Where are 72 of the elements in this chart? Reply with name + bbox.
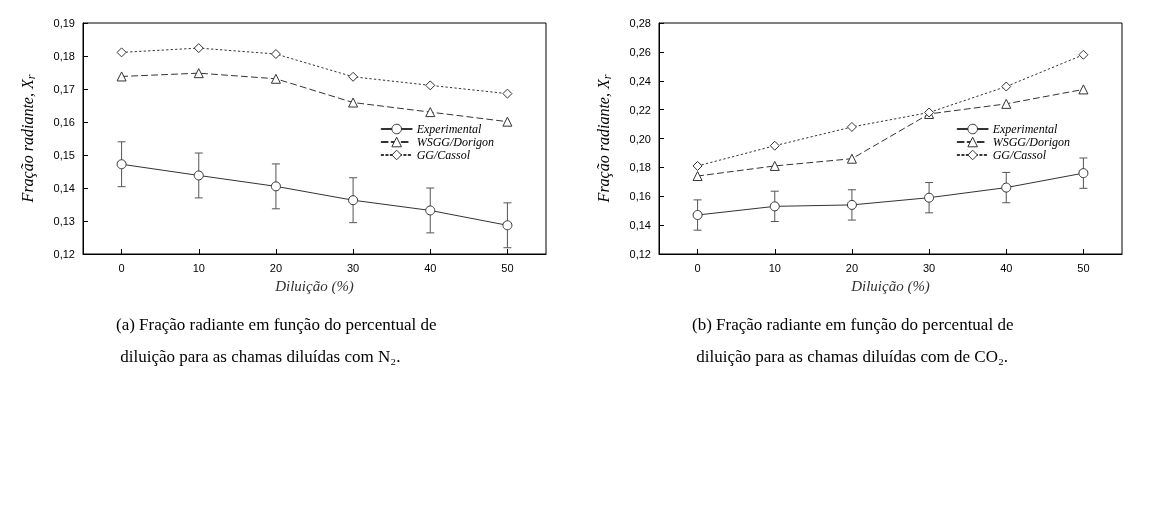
point: [1078, 168, 1089, 179]
text: (a) Fração radiante em função do percentual de diluição para as chamas diluídas com N₂.: [116, 314, 437, 366]
point: [348, 195, 359, 206]
y-tick-label: 0,12: [629, 248, 651, 260]
point: [425, 205, 436, 216]
point: [846, 153, 857, 164]
y-tick-label: 0,12: [53, 248, 75, 260]
point: [270, 181, 281, 192]
x-tick-label: 0: [694, 261, 701, 274]
y-axis-title: Fração radiante, Xr: [18, 74, 38, 204]
point: [348, 71, 359, 82]
point: [425, 80, 436, 91]
y-tick-label: 0,26: [629, 45, 651, 58]
point: [193, 68, 204, 79]
y-tick-label: 0,18: [53, 50, 75, 62]
y-tick-label: 0,13: [53, 215, 75, 227]
point: [116, 71, 127, 82]
point: [193, 170, 204, 181]
x-tick-label: 40: [424, 261, 437, 274]
point: [1078, 49, 1089, 60]
x-tick-label: 30: [346, 261, 360, 274]
legend-label: GG/Cassol: [992, 148, 1047, 162]
point: [846, 121, 857, 132]
x-tick-label: 50: [501, 261, 514, 274]
y-tick-label: 0,22: [629, 103, 651, 116]
y-tick-label: 0,28: [629, 17, 651, 29]
x-tick-label: 10: [192, 261, 205, 274]
y-tick-label: 0,18: [629, 161, 651, 174]
x-tick-label: 0: [118, 261, 125, 274]
point: [116, 47, 127, 58]
point: [924, 192, 935, 203]
y-tick-label: 0,19: [53, 17, 75, 29]
point: [425, 107, 436, 118]
point: [502, 116, 513, 127]
x-tick-label: 20: [845, 261, 859, 274]
y-tick-label: 0,24: [629, 74, 651, 87]
point: [692, 171, 703, 182]
y-tick-label: 0,16: [53, 116, 75, 128]
point: [692, 210, 703, 221]
y-tick-label: 0,20: [629, 132, 651, 145]
point: [769, 140, 780, 151]
y-axis-title: Fração radiante, Xr: [594, 74, 614, 204]
y-tick-label: 0,17: [53, 83, 75, 95]
x-tick-label: 20: [269, 261, 283, 274]
x-tick-label: 30: [922, 261, 936, 274]
legend-label: Experimental: [415, 122, 482, 136]
x-axis-title: Diluição (%): [850, 277, 930, 295]
point: [116, 159, 127, 170]
legend-label: WSGG/Dorigon: [992, 135, 1071, 149]
point: [769, 201, 780, 212]
point: [270, 49, 281, 60]
y-tick-label: 0,14: [629, 219, 651, 232]
point: [1001, 182, 1012, 193]
y-tick-label: 0,15: [53, 149, 75, 161]
y-tick-label: 0,16: [629, 190, 651, 203]
point: [270, 73, 281, 84]
point: [348, 97, 359, 108]
legend-label: Experimental: [991, 122, 1058, 136]
legend-label: WSGG/Dorigon: [416, 135, 495, 149]
point: [502, 220, 513, 231]
legend-label: GG/Cassol: [416, 148, 471, 162]
text: (b) Fração radiante em função do percentual de diluição para as chamas diluídas com de CO₂.: [692, 314, 1014, 366]
x-tick-label: 40: [1000, 261, 1013, 274]
x-tick-label: 50: [1077, 261, 1090, 274]
x-tick-label: 10: [768, 261, 781, 274]
point: [846, 199, 857, 210]
y-tick-label: 0,14: [53, 182, 75, 194]
point: [1078, 84, 1089, 95]
point: [769, 160, 780, 171]
x-axis-title: Diluição (%): [274, 277, 354, 295]
point: [1001, 81, 1012, 92]
point: [1001, 98, 1012, 109]
